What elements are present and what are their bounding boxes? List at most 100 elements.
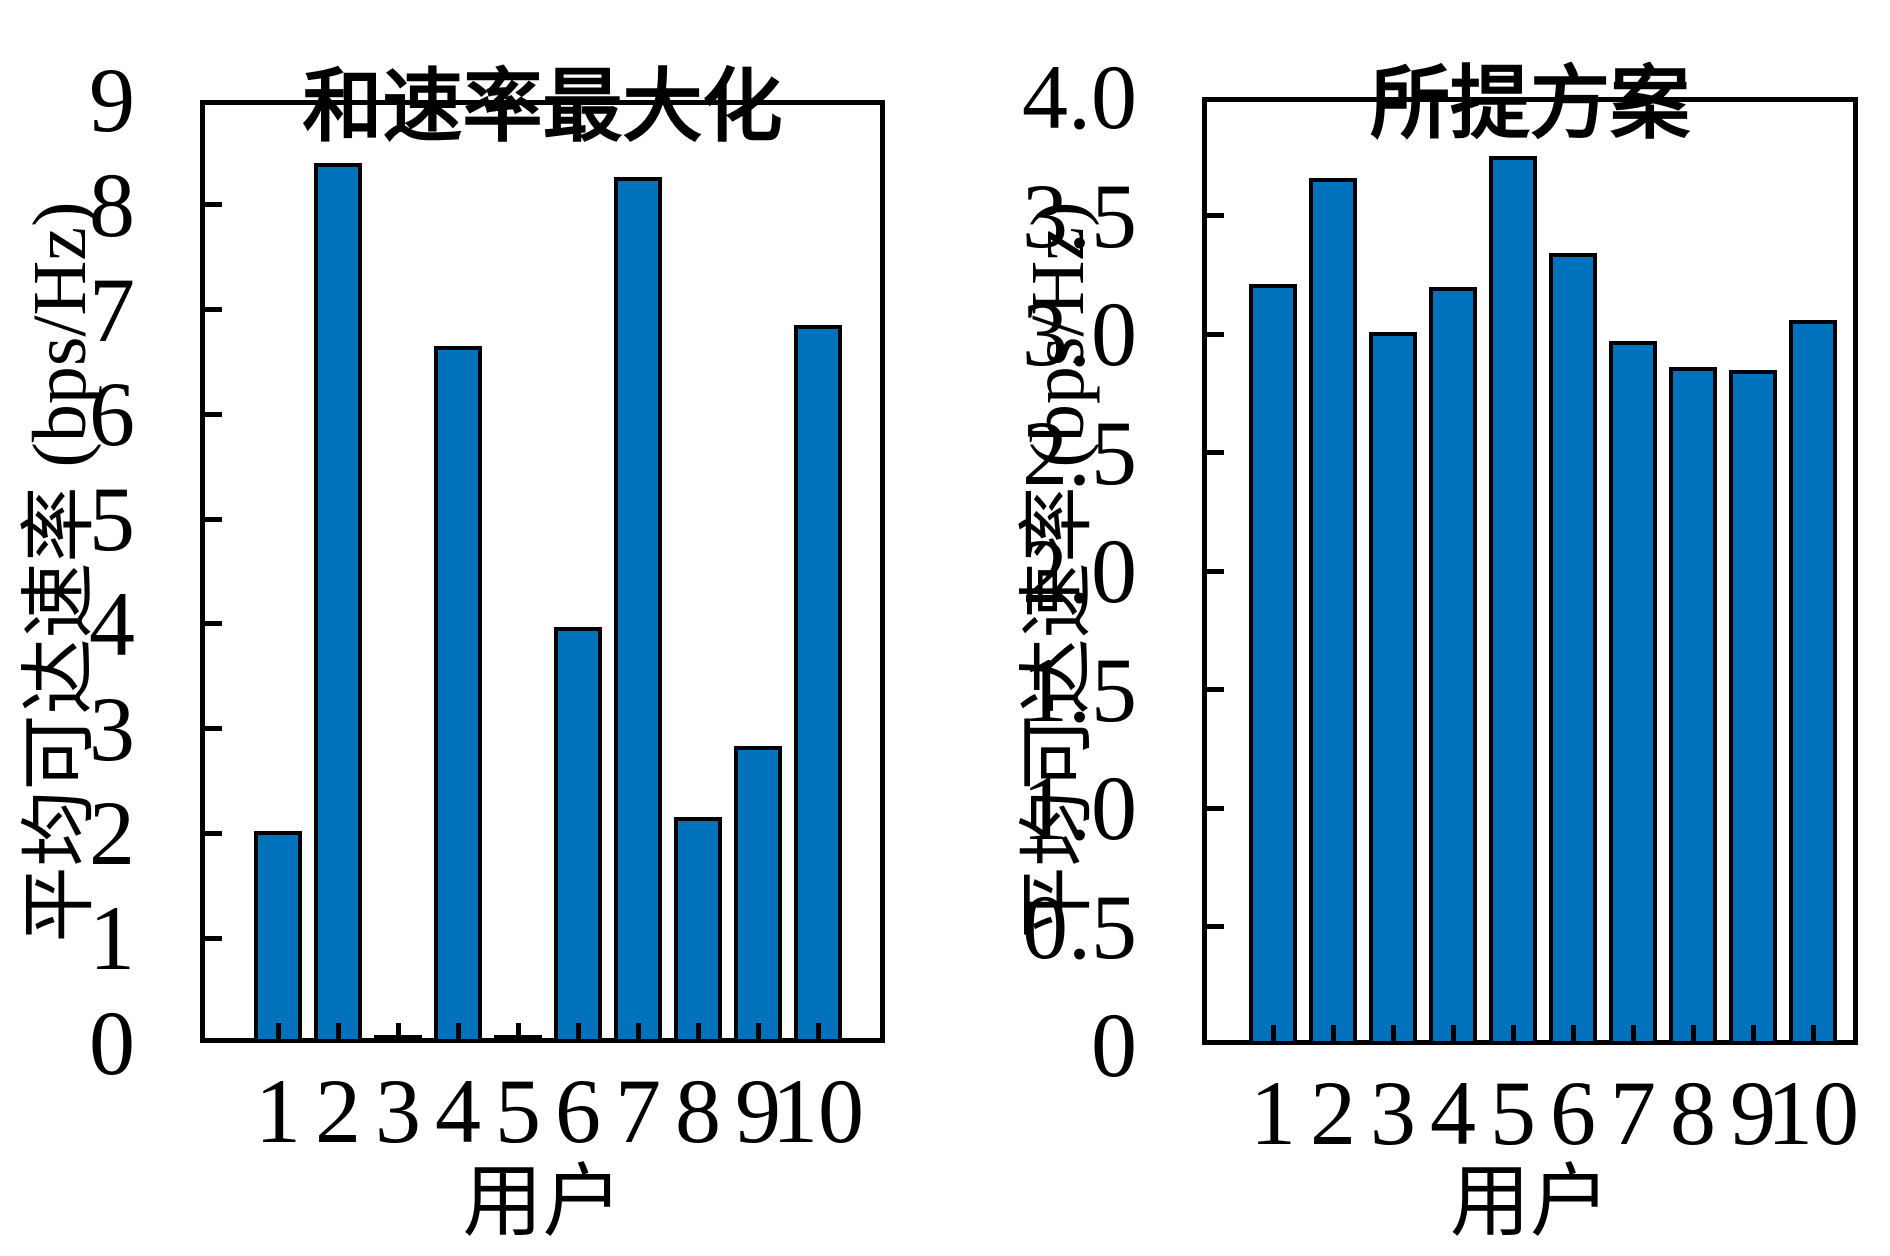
right-chart-x-axis-label: 用户 <box>1450 1159 1610 1247</box>
y-tick-label: 3 <box>89 677 135 780</box>
y-tick-mark <box>200 621 222 627</box>
x-tick-label: 7 <box>615 1060 661 1162</box>
left-chart-y-axis-label: 平均可达速率 (bps/Hz) <box>18 201 102 943</box>
x-tick-mark <box>1810 1025 1816 1045</box>
y-tick-label: 5 <box>89 468 135 571</box>
x-tick-label: 5 <box>495 1060 541 1162</box>
y-tick-mark <box>200 202 222 208</box>
y-tick-label: 7 <box>89 258 135 361</box>
bar-user-4 <box>434 346 482 1043</box>
left-chart-top-spine <box>200 100 885 105</box>
y-tick-label: 0.5 <box>1022 875 1137 978</box>
x-tick-label: 10 <box>1767 1062 1859 1164</box>
right-chart-title: 所提方案 <box>1370 61 1690 150</box>
y-tick-mark <box>1202 805 1224 811</box>
y-tick-label: 4 <box>89 572 135 675</box>
x-tick-mark <box>1450 1025 1456 1045</box>
left-chart-right-spine <box>880 100 885 1043</box>
y-tick-label: 9 <box>89 49 135 151</box>
x-tick-mark <box>1270 1025 1276 1045</box>
x-tick-label: 8 <box>675 1060 721 1162</box>
y-tick-mark <box>1202 213 1224 218</box>
x-tick-label: 5 <box>1490 1062 1536 1164</box>
right-chart-top-spine <box>1202 97 1858 102</box>
y-tick-label: 0 <box>1091 994 1137 1096</box>
x-tick-mark <box>755 1023 761 1043</box>
y-tick-label: 8 <box>89 153 135 256</box>
x-tick-label: 6 <box>555 1060 601 1162</box>
right-chart-plot-area: 所提方案 用户 0 0.5 1.0 1.5 2.0 2.5 3.0 3.5 4.0 1 2 3 4 5 6 7… <box>1022 51 1859 1243</box>
right-chart-y-axis-label: 平均可达速率 (bps/Hz) <box>1016 201 1100 943</box>
x-tick-label: 4 <box>435 1060 481 1162</box>
x-tick-label: 9 <box>1730 1062 1776 1164</box>
y-tick-mark <box>1202 331 1224 337</box>
x-tick-mark <box>335 1023 341 1043</box>
left-chart-y-axis-line <box>200 100 205 1043</box>
x-tick-label: 7 <box>1610 1062 1656 1164</box>
x-tick-mark <box>1690 1025 1696 1045</box>
bar-user-7 <box>614 176 662 1043</box>
x-tick-mark <box>275 1023 281 1043</box>
right-chart-right-spine <box>1853 97 1858 1045</box>
y-tick-label: 2 <box>89 782 135 885</box>
x-tick-mark <box>1390 1025 1396 1045</box>
bar-user-2 <box>1309 177 1357 1045</box>
x-tick-mark <box>1330 1025 1336 1045</box>
left-chart-x-axis-label: 用户 <box>462 1159 623 1247</box>
y-tick-label: 2.0 <box>1022 520 1137 622</box>
x-tick-mark <box>695 1023 701 1043</box>
y-tick-label: 4.0 <box>1022 46 1137 148</box>
bar-user-10 <box>1789 319 1837 1045</box>
y-tick-label: 1 <box>89 887 135 990</box>
x-tick-label: 10 <box>772 1060 864 1162</box>
bar-user-3 <box>1369 331 1417 1045</box>
bar-user-9 <box>1729 369 1777 1045</box>
x-tick-mark <box>1570 1025 1576 1045</box>
bar-user-9 <box>734 746 782 1043</box>
bar-user-1 <box>254 831 302 1043</box>
y-tick-mark <box>200 935 222 941</box>
y-tick-mark <box>200 411 222 417</box>
x-tick-label: 9 <box>735 1060 781 1162</box>
x-tick-label: 2 <box>315 1060 361 1162</box>
left-chart-x-axis-line <box>200 1038 885 1043</box>
x-tick-mark <box>515 1023 521 1043</box>
bar-user-1 <box>1249 284 1297 1045</box>
x-tick-mark <box>395 1023 401 1043</box>
bar-user-7 <box>1609 341 1657 1045</box>
y-tick-mark <box>200 726 222 732</box>
y-tick-label: 3.0 <box>1022 283 1137 385</box>
y-tick-mark <box>1202 924 1224 929</box>
x-tick-mark <box>815 1023 821 1043</box>
x-tick-mark <box>1750 1025 1756 1045</box>
x-tick-mark <box>1510 1025 1516 1045</box>
x-tick-label: 8 <box>1670 1062 1716 1164</box>
bar-user-8 <box>674 816 722 1043</box>
y-tick-label: 1.5 <box>1022 638 1137 741</box>
y-tick-mark <box>200 830 222 836</box>
x-tick-label: 3 <box>375 1060 421 1162</box>
y-tick-mark <box>200 307 222 313</box>
x-tick-label: 6 <box>1550 1062 1596 1164</box>
bar-user-6 <box>1549 253 1597 1045</box>
y-tick-label: 2.5 <box>1022 401 1137 504</box>
y-tick-label: 3.5 <box>1022 164 1137 267</box>
x-tick-mark <box>575 1023 581 1043</box>
y-tick-mark <box>200 516 222 522</box>
bar-user-6 <box>554 627 602 1043</box>
x-tick-label: 1 <box>255 1060 301 1162</box>
y-tick-label: 1.0 <box>1022 757 1137 859</box>
left-chart-title: 和速率最大化 <box>302 64 783 153</box>
y-tick-mark <box>1202 450 1224 455</box>
bar-user-2 <box>314 162 362 1043</box>
x-tick-label: 2 <box>1310 1062 1356 1164</box>
x-tick-label: 3 <box>1370 1062 1416 1164</box>
y-tick-mark <box>1202 568 1224 574</box>
bar-user-4 <box>1429 286 1477 1045</box>
bar-user-10 <box>794 325 842 1043</box>
x-tick-mark <box>1630 1025 1636 1045</box>
x-tick-mark <box>455 1023 461 1043</box>
left-chart-plot-area: 和速率最大化 用户 0 1 2 3 4 5 6 7 8 9 1 2 3 4 5 6 7 8 9 10 <box>89 54 885 1243</box>
x-tick-label: 4 <box>1430 1062 1476 1164</box>
